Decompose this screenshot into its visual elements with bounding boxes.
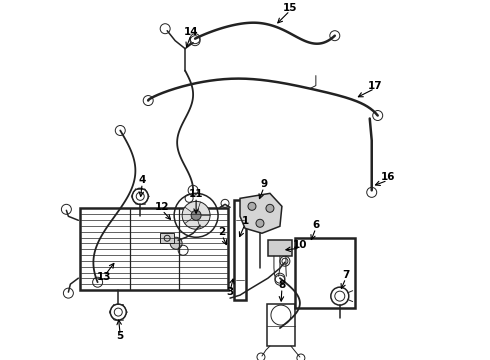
- Bar: [268, 240, 292, 256]
- Text: 8: 8: [278, 280, 286, 290]
- Circle shape: [256, 219, 264, 227]
- Text: 7: 7: [342, 270, 349, 280]
- Circle shape: [182, 201, 210, 229]
- Polygon shape: [240, 193, 282, 233]
- Text: 17: 17: [368, 81, 382, 91]
- Text: 12: 12: [155, 202, 170, 212]
- Text: 15: 15: [283, 3, 297, 13]
- Text: 3: 3: [226, 287, 234, 297]
- Text: 2: 2: [219, 227, 226, 237]
- Circle shape: [170, 237, 182, 249]
- Circle shape: [191, 210, 201, 220]
- Text: 16: 16: [380, 172, 395, 183]
- Bar: [234, 200, 246, 300]
- Text: 4: 4: [139, 175, 146, 185]
- Bar: [295, 238, 355, 308]
- Circle shape: [248, 202, 256, 210]
- Bar: [160, 233, 174, 243]
- Text: 14: 14: [184, 27, 198, 37]
- Text: 10: 10: [293, 240, 307, 250]
- Bar: [267, 304, 295, 346]
- Text: 9: 9: [260, 179, 268, 189]
- Text: 1: 1: [242, 216, 248, 226]
- Circle shape: [266, 204, 274, 212]
- Text: 13: 13: [97, 272, 112, 282]
- Text: 5: 5: [117, 331, 124, 341]
- Text: 11: 11: [189, 189, 203, 199]
- Text: 6: 6: [312, 220, 319, 230]
- Bar: [80, 208, 228, 290]
